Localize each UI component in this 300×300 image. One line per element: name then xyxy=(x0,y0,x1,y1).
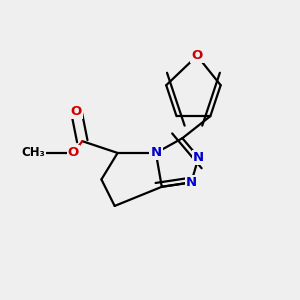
Text: O: O xyxy=(68,146,79,159)
Text: N: N xyxy=(150,146,161,159)
Text: CH₃: CH₃ xyxy=(22,146,46,159)
Text: N: N xyxy=(186,176,197,189)
Text: O: O xyxy=(71,105,82,118)
Text: O: O xyxy=(191,49,203,62)
Text: N: N xyxy=(193,151,204,164)
